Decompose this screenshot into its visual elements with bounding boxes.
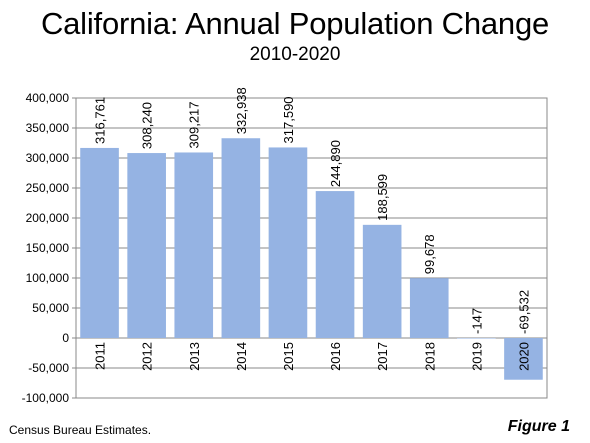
data-label: 317,590 (281, 96, 296, 143)
bar (504, 338, 543, 380)
x-category-label: 2013 (187, 342, 202, 371)
y-tick-label: 0 (62, 331, 69, 345)
data-label: 316,761 (93, 97, 108, 144)
y-tick-label: -100,000 (22, 391, 70, 405)
data-label: 244,890 (328, 140, 343, 187)
y-tick-label: 100,000 (26, 271, 70, 285)
x-category-label: 2012 (140, 342, 155, 371)
chart-subtitle: 2010-2020 (249, 44, 341, 65)
bar (315, 191, 355, 338)
y-tick-label: 250,000 (26, 181, 70, 195)
bar (80, 147, 119, 338)
data-label: 99,678 (422, 234, 437, 274)
data-label: 332,938 (234, 87, 249, 134)
x-category-label: 2016 (328, 342, 343, 371)
x-category-label: 2018 (422, 342, 437, 371)
x-category-label: 2014 (234, 342, 249, 371)
y-tick-label: 400,000 (26, 91, 70, 105)
x-category-label: 2019 (469, 342, 484, 371)
bar (127, 153, 166, 338)
bar (174, 152, 214, 338)
bar (268, 147, 308, 338)
chart-title: California: Annual Population Change (40, 6, 550, 41)
data-label: -69,532 (516, 290, 531, 334)
bar (362, 224, 402, 338)
y-tick-label: 300,000 (26, 151, 70, 165)
source-note: Census Bureau Estimates. (9, 423, 152, 437)
x-category-label: 2011 (93, 342, 108, 370)
x-category-label: 2020 (516, 342, 531, 371)
bar (221, 138, 261, 338)
x-category-label: 2017 (375, 342, 390, 371)
data-label: 188,599 (375, 174, 390, 221)
y-tick-label: -50,000 (28, 361, 69, 375)
y-tick-label: 200,000 (26, 211, 70, 225)
data-label: -147 (469, 308, 484, 334)
bar (457, 338, 496, 339)
y-tick-label: 350,000 (26, 121, 70, 135)
data-label: 308,240 (140, 102, 155, 149)
y-tick-label: 50,000 (32, 301, 69, 315)
data-label: 309,217 (187, 101, 202, 148)
bar (409, 278, 449, 338)
y-tick-label: 150,000 (26, 241, 70, 255)
x-category-label: 2015 (281, 342, 296, 371)
figure-label: Figure 1 (507, 418, 570, 435)
